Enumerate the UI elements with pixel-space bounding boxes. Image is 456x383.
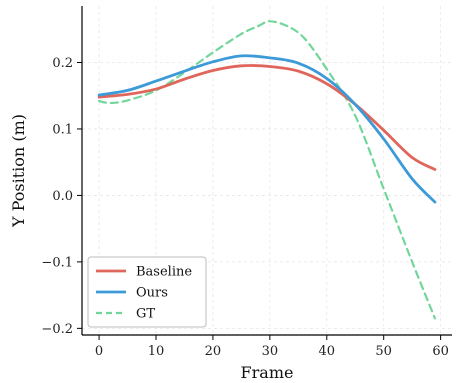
x-axis-label: Frame: [241, 363, 294, 382]
x-tick-label-2: 20: [205, 344, 222, 359]
y-tick-label-1: −0.1: [41, 255, 73, 270]
x-tick-label-0: 0: [95, 344, 103, 359]
series-line-baseline: [97, 64, 437, 171]
x-tick-label-3: 30: [262, 344, 279, 359]
tick-labels: 0 10 20 30 40 50 60 −0.2 −0.1 0.0 0.1 0.2: [41, 56, 448, 359]
legend-label-baseline: Baseline: [136, 265, 192, 280]
series-line-gt: [97, 20, 437, 320]
x-tick-label-6: 60: [432, 344, 449, 359]
legend: Baseline Ours GT: [87, 256, 207, 328]
legend-box: [87, 256, 207, 328]
y-axis-label: Y Position (m): [9, 114, 28, 228]
y-tick-label-0: −0.2: [41, 322, 73, 337]
x-tick-label-1: 10: [148, 344, 165, 359]
axes: [77, 6, 452, 340]
legend-label-ours: Ours: [136, 286, 168, 301]
legend-label-gt: GT: [136, 307, 155, 322]
x-tick-label-4: 40: [318, 344, 335, 359]
y-tick-label-2: 0.0: [52, 189, 73, 204]
series-line-ours: [97, 54, 437, 204]
x-tick-label-5: 50: [375, 344, 392, 359]
series-lines: [97, 20, 437, 320]
y-tick-label-4: 0.2: [52, 56, 73, 71]
y-tick-label-3: 0.1: [52, 122, 73, 137]
